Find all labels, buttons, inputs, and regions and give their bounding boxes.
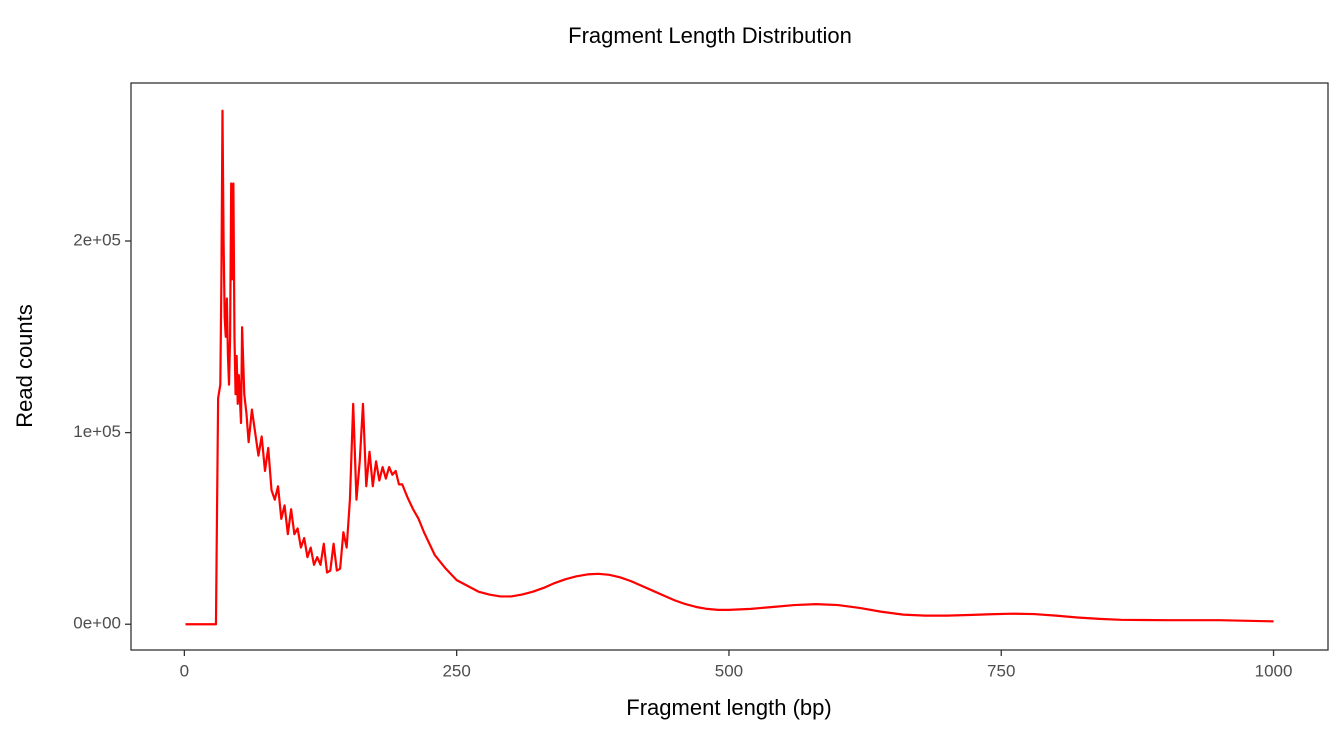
y-tick-label: 2e+05 bbox=[73, 230, 121, 249]
x-tick-label: 250 bbox=[442, 661, 470, 680]
x-tick-label: 500 bbox=[715, 661, 743, 680]
plot-panel bbox=[130, 82, 1329, 651]
y-tick-label: 0e+00 bbox=[73, 614, 121, 633]
x-tick-label: 0 bbox=[180, 661, 189, 680]
chart-title: Fragment Length Distribution bbox=[568, 23, 852, 48]
y-tick-label: 1e+05 bbox=[73, 422, 121, 441]
x-tick-label: 1000 bbox=[1255, 661, 1293, 680]
y-axis-label: Read counts bbox=[12, 304, 37, 428]
x-tick-label: 750 bbox=[987, 661, 1015, 680]
x-axis-label: Fragment length (bp) bbox=[626, 695, 831, 720]
data-line bbox=[185, 109, 1274, 626]
